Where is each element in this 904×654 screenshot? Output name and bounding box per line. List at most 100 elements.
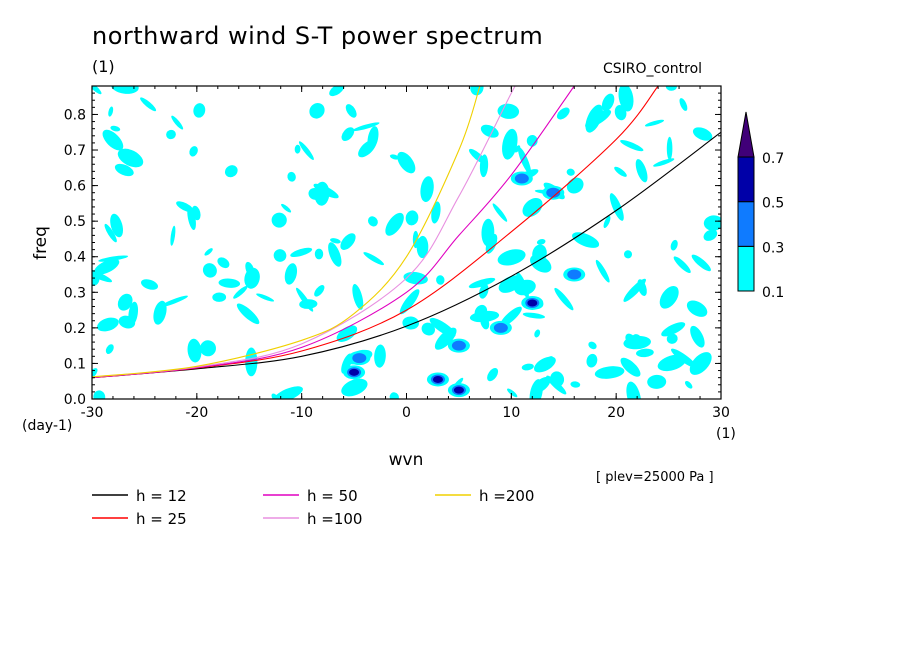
colorbar-label: 0.5 xyxy=(762,196,784,212)
power-blob xyxy=(526,135,538,147)
x-tick-label: -30 xyxy=(81,405,104,421)
power-blob xyxy=(529,379,543,399)
power-feature-mid xyxy=(451,340,466,351)
legend: h = 12 h = 25 h = 50 h =100 h =200 xyxy=(92,487,534,528)
power-blob xyxy=(570,381,581,388)
power-blob xyxy=(626,381,642,399)
power-blob xyxy=(685,380,693,389)
power-blob xyxy=(595,259,610,283)
legend-label-h25: h = 25 xyxy=(136,510,187,528)
power-blob xyxy=(330,238,341,244)
power-blob xyxy=(314,181,330,206)
power-blob xyxy=(522,312,545,319)
power-blob xyxy=(271,212,287,228)
power-blob xyxy=(521,363,534,371)
power-blob xyxy=(487,368,499,382)
power-blob xyxy=(92,368,98,381)
colorbar-label: 0.3 xyxy=(762,240,784,256)
dispersion-curve-h12 xyxy=(92,131,721,379)
power-blob xyxy=(620,357,641,377)
power-blob xyxy=(104,223,117,243)
dispersion-curves xyxy=(92,86,721,379)
power-blob xyxy=(397,151,416,174)
power-blob xyxy=(171,115,184,130)
colorbar-label: 0.1 xyxy=(762,285,784,301)
power-blob xyxy=(345,104,357,118)
y-axis-unit: (day-1) xyxy=(22,418,72,434)
power-blob xyxy=(298,141,314,160)
power-blob xyxy=(661,322,686,337)
power-blob xyxy=(374,344,386,368)
colorbar: 0.1 0.3 0.5 0.7 xyxy=(737,111,784,301)
power-blob xyxy=(436,275,445,285)
power-blob xyxy=(572,232,600,248)
plot-frame xyxy=(91,85,722,400)
power-blob xyxy=(308,188,322,200)
y-tick-label: 0.3 xyxy=(64,285,86,301)
power-blob xyxy=(200,340,217,357)
power-blob xyxy=(480,315,490,330)
power-feature-mid xyxy=(514,173,529,184)
power-blob xyxy=(110,125,121,132)
power-blob xyxy=(389,154,400,160)
power-blob xyxy=(614,166,627,177)
power-blob xyxy=(530,254,552,273)
power-contours xyxy=(92,86,721,399)
power-feature-peak xyxy=(349,368,360,376)
power-blob xyxy=(533,356,556,373)
power-blob xyxy=(299,299,318,309)
power-feature-mid xyxy=(352,353,367,364)
power-blob xyxy=(686,300,708,317)
dispersion-curve-h100 xyxy=(92,86,518,378)
power-blob xyxy=(690,325,705,348)
model-name-label: CSIRO_control xyxy=(603,61,703,77)
power-blob xyxy=(309,102,325,119)
power-blob xyxy=(474,304,488,319)
power-blob xyxy=(670,348,697,368)
power-blob xyxy=(566,168,575,176)
power-blob xyxy=(328,242,342,267)
y-tick-label: 0.1 xyxy=(64,356,86,372)
legend-label-h12: h = 12 xyxy=(136,487,187,505)
power-blob xyxy=(497,103,520,119)
power-blob xyxy=(341,127,355,141)
power-blob xyxy=(336,325,358,342)
power-blob xyxy=(204,248,213,256)
power-blob xyxy=(594,366,625,379)
power-blob xyxy=(367,216,378,227)
power-blob xyxy=(470,86,484,96)
power-blob xyxy=(556,107,570,120)
power-blob xyxy=(118,315,136,329)
power-blob xyxy=(534,329,541,338)
power-blob xyxy=(224,165,238,178)
power-blob xyxy=(153,300,167,325)
power-blob xyxy=(193,103,206,118)
power-blob xyxy=(485,233,498,254)
power-blob xyxy=(586,353,598,368)
axis-ticks: -30 -20 -10 0 10 20 30 0.0 0.1 0.2 0.3 0.4 0.5 0.6 0.7… xyxy=(64,86,730,421)
power-blob xyxy=(236,303,260,325)
y-tick-label: 0.5 xyxy=(64,214,86,230)
power-blob xyxy=(294,144,301,154)
power-blob xyxy=(511,276,523,292)
y-tick-label: 0.4 xyxy=(64,250,86,266)
power-blob xyxy=(218,278,241,288)
power-blob xyxy=(623,278,646,302)
dispersion-curve-h200 xyxy=(92,86,481,378)
power-feature-mid xyxy=(493,322,508,333)
power-blob xyxy=(497,249,526,266)
power-feature-mid xyxy=(546,187,561,198)
power-blob xyxy=(434,327,457,350)
power-blob xyxy=(217,257,230,269)
power-blob xyxy=(385,212,404,236)
power-blob xyxy=(117,148,144,168)
power-blob xyxy=(352,284,364,310)
power-blob xyxy=(245,347,258,377)
power-blob xyxy=(670,239,678,251)
x-tick-label: 20 xyxy=(607,405,625,421)
power-blob xyxy=(212,292,227,302)
power-blob xyxy=(416,235,429,259)
power-blob xyxy=(479,154,489,178)
power-blob xyxy=(176,201,194,213)
